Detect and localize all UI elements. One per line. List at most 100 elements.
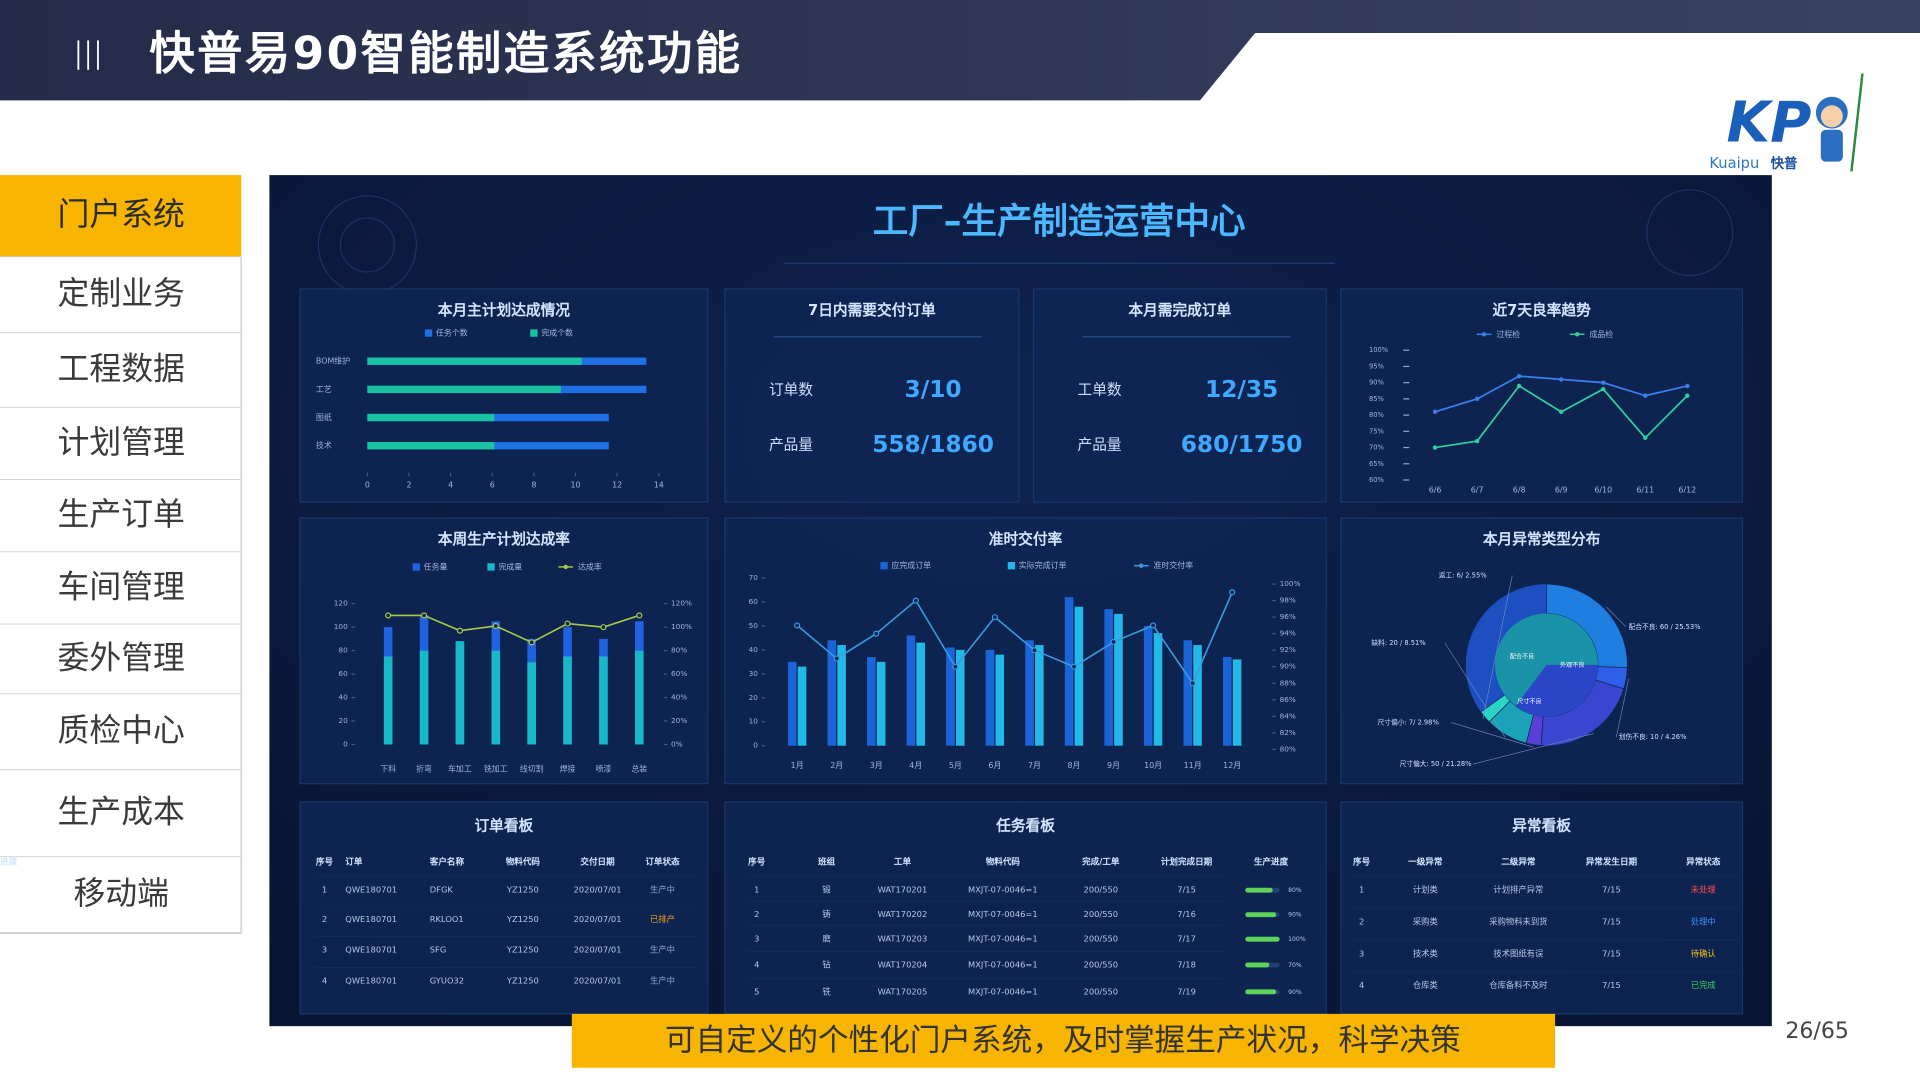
legend-swatch xyxy=(1007,562,1016,570)
menu-label[interactable]: 质检中心 xyxy=(58,711,185,749)
x-tick-label: 6/6 xyxy=(1429,485,1442,494)
menu-label[interactable]: 移动端 xyxy=(73,874,169,912)
bar xyxy=(1193,645,1202,746)
x-tick-label: 11月 xyxy=(1184,761,1202,770)
donut-inner-part xyxy=(1515,664,1598,717)
menu-item[interactable] xyxy=(0,857,242,934)
table-cell: 技术图纸有误 xyxy=(1493,948,1544,958)
table-cell: WAT170201 xyxy=(878,885,928,895)
menu-item[interactable] xyxy=(0,552,242,625)
x-tick-label: 6/8 xyxy=(1513,485,1526,494)
series-line xyxy=(796,592,1233,685)
table-header: 订单 xyxy=(345,856,363,868)
x-tick-label: 10月 xyxy=(1144,761,1162,770)
y-tick-label: 50 xyxy=(749,621,759,630)
slice-label: 返工: 6/ 2.55% xyxy=(1439,572,1487,580)
kpi-value: 558/1860 xyxy=(872,431,994,458)
slice-label: 划伤不良: 10 / 4.26% xyxy=(1619,732,1687,741)
kpi-label: 产品量 xyxy=(769,437,813,454)
table-header: 物料代码 xyxy=(986,856,1021,868)
menu-item[interactable] xyxy=(0,257,242,334)
menu-label[interactable]: 车间管理 xyxy=(58,567,185,605)
menu-label[interactable]: 委外管理 xyxy=(58,638,185,676)
panel-title: 7日内需要交付订单 xyxy=(808,301,936,319)
table-cell: 3 xyxy=(1359,948,1364,958)
table-header: 序号 xyxy=(748,856,766,868)
table-cell: 生产中 xyxy=(650,975,675,985)
bar xyxy=(787,661,797,746)
bar xyxy=(876,661,886,746)
y2-tick-label: 90% xyxy=(1280,662,1296,671)
table-cell: 待确认 xyxy=(1691,948,1717,958)
table-cell: 3 xyxy=(322,945,327,955)
menu-label[interactable]: 生产订单 xyxy=(58,495,185,533)
menu-item[interactable] xyxy=(0,175,242,258)
menu-label[interactable]: 定制业务 xyxy=(58,274,185,312)
dashboard-title: 工厂–生产制造运营中心 xyxy=(873,201,1246,242)
caption-box xyxy=(571,1013,1556,1068)
x-tick-label: 0 xyxy=(365,480,370,489)
table-cell: 1 xyxy=(322,885,327,895)
bar xyxy=(491,650,501,745)
table-cell: 200/550 xyxy=(1084,959,1119,969)
table-cell: 2020/07/01 xyxy=(574,914,622,924)
legend-swatch xyxy=(424,329,433,337)
table-cell: 计划排产异常 xyxy=(1493,885,1543,895)
table-cell: 钻 xyxy=(822,959,830,969)
legend-swatch xyxy=(530,329,538,337)
table-cell: 4 xyxy=(322,975,327,985)
y-tick-label: 65% xyxy=(1369,460,1385,468)
menu-label[interactable]: 工程数据 xyxy=(58,349,185,387)
table-cell: 生产中 xyxy=(650,885,675,895)
y-tick-label: 90% xyxy=(1369,379,1385,387)
point xyxy=(1685,383,1690,389)
menu-label[interactable]: 门户系统 xyxy=(58,195,185,233)
table-cell: 生产中 xyxy=(650,945,675,955)
bar xyxy=(455,641,465,745)
decoration xyxy=(1646,189,1734,277)
slice-label: 尺寸偏大: 50 / 21.28% xyxy=(1400,759,1473,768)
y-tick-label: 图纸 xyxy=(316,412,332,422)
inner-label: 外观不良 xyxy=(1560,661,1584,669)
menu-item[interactable] xyxy=(0,407,242,480)
panel xyxy=(724,288,1020,503)
bar xyxy=(635,650,644,745)
x-tick-label: 铣加工 xyxy=(484,763,508,773)
bar xyxy=(563,656,572,745)
menu-item[interactable] xyxy=(0,480,242,553)
table-cell: MXJT-07-0046=1 xyxy=(968,885,1038,895)
y2-tick-label: 0% xyxy=(671,739,683,748)
menu-label[interactable]: 计划管理 xyxy=(58,423,185,461)
legend-marker xyxy=(1574,332,1580,337)
legend-label: 达成率 xyxy=(578,561,602,571)
table-header: 一级异常 xyxy=(1408,856,1443,868)
table-cell: 仓库备料不及时 xyxy=(1489,980,1547,990)
logo-mark: KP xyxy=(1727,91,1812,156)
y2-tick-label: 20% xyxy=(671,716,687,725)
kpi-value: 12/35 xyxy=(1205,376,1278,403)
table-header: 异常发生日期 xyxy=(1586,856,1638,868)
leader-line xyxy=(1450,722,1534,748)
menu-label[interactable]: 生产成本 xyxy=(58,793,185,831)
x-tick-label: 4月 xyxy=(909,761,922,770)
table-cell: 7/19 xyxy=(1177,986,1196,996)
y-tick-label: 70 xyxy=(749,573,759,582)
y-tick-label: 85% xyxy=(1369,395,1385,403)
y2-tick-label: 84% xyxy=(1280,711,1296,720)
legend-marker xyxy=(1139,563,1144,568)
menu-item[interactable] xyxy=(0,624,242,695)
panel-title: 本月主计划达成情况 xyxy=(438,301,571,319)
table-cell: 2020/07/01 xyxy=(574,885,622,895)
table-cell: YZ1250 xyxy=(506,945,539,955)
table-cell: QWE180701 xyxy=(345,975,397,985)
y-tick-label: 工艺 xyxy=(316,385,332,394)
progress-bar xyxy=(1245,887,1273,893)
menu-item[interactable] xyxy=(0,694,242,771)
table-cell: 7/15 xyxy=(1602,885,1621,895)
table-cell: SFG xyxy=(430,945,447,955)
menu-item[interactable] xyxy=(0,770,242,858)
table-cell: MXJT-07-0046=1 xyxy=(968,909,1038,919)
panel xyxy=(1340,288,1744,503)
bar xyxy=(367,357,582,365)
menu-item[interactable] xyxy=(0,333,242,408)
